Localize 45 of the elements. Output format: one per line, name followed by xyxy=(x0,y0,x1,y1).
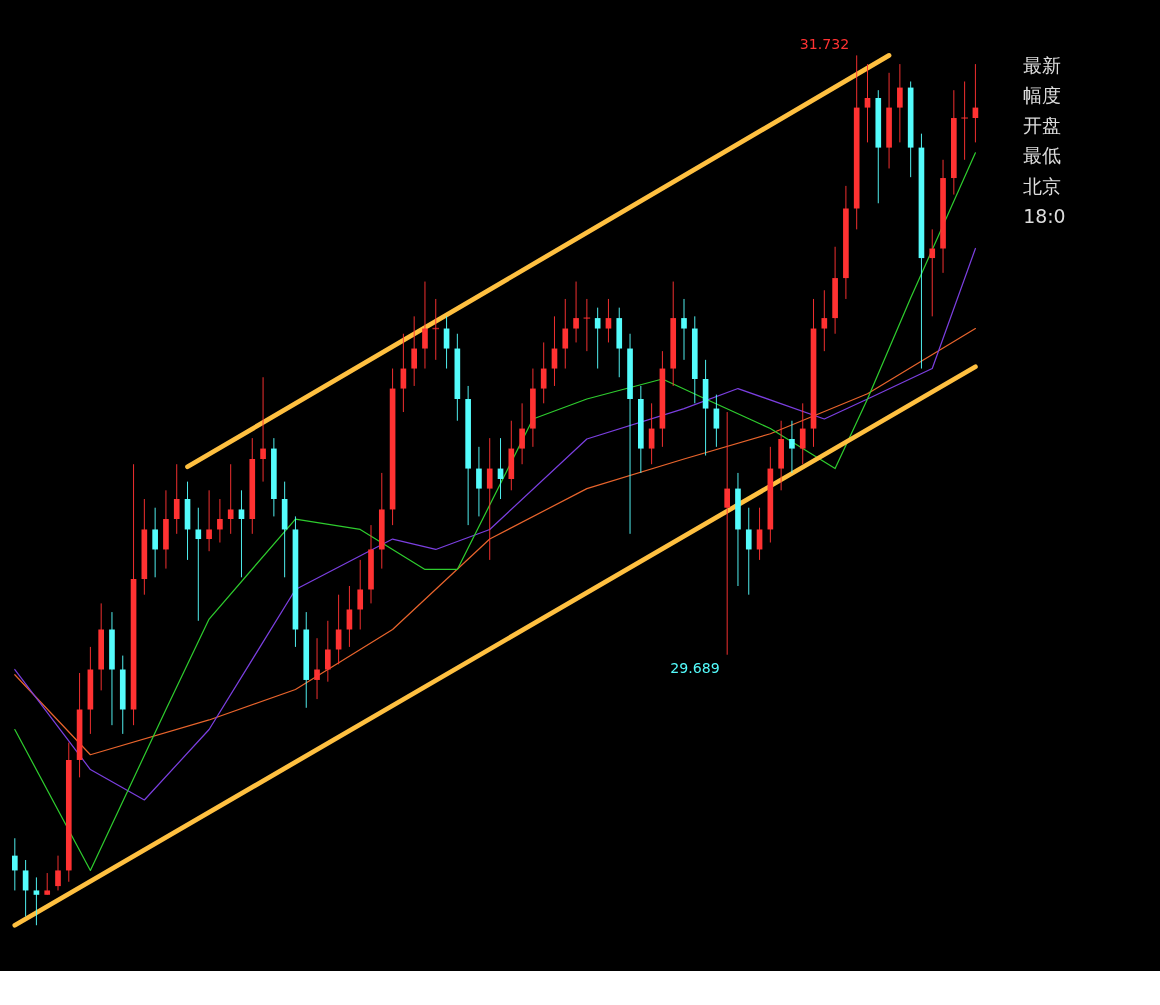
candlestick xyxy=(961,81,968,161)
text: 31.732 xyxy=(799,35,850,52)
candlestick xyxy=(357,559,364,630)
candlestick xyxy=(314,637,320,700)
candlestick xyxy=(217,498,223,543)
candlestick xyxy=(745,507,752,596)
candlestick xyxy=(33,876,40,926)
candlestick xyxy=(540,341,547,404)
candlestick xyxy=(411,315,417,387)
candlestick xyxy=(724,411,730,656)
candlestick xyxy=(605,298,612,343)
text: 幅度 xyxy=(1023,84,1062,107)
candlestick xyxy=(55,855,61,891)
annotation: 29.689 xyxy=(670,659,720,676)
candlestick xyxy=(929,228,936,317)
candlestick xyxy=(152,507,158,578)
candlestick xyxy=(206,489,212,552)
candlestick xyxy=(789,420,795,474)
candlestick xyxy=(573,281,579,343)
candlestick xyxy=(594,307,601,370)
candlestick xyxy=(897,63,903,143)
candlestick xyxy=(335,594,342,665)
text: 18:0 xyxy=(1023,204,1066,227)
candlestick xyxy=(422,281,428,370)
candlestick xyxy=(821,289,828,352)
candlestick xyxy=(44,872,51,896)
text: 最新 xyxy=(1023,53,1062,76)
candlestick xyxy=(562,298,569,370)
candlestick xyxy=(238,489,245,578)
candlestick xyxy=(681,298,687,361)
candlestick xyxy=(519,402,525,465)
candlestick xyxy=(227,463,234,535)
candlestick xyxy=(486,437,493,561)
candlestick xyxy=(799,402,806,465)
candlestick xyxy=(12,837,18,891)
candlestick xyxy=(195,507,202,622)
text: 开盘 xyxy=(1023,114,1062,137)
text: 最低 xyxy=(1023,144,1062,167)
candlestick xyxy=(583,298,591,352)
candlestick xyxy=(260,376,266,483)
candlestick xyxy=(173,463,180,535)
text: 北京 xyxy=(1023,174,1062,197)
candlestick xyxy=(476,446,482,517)
candlestick xyxy=(325,620,331,683)
candlestick xyxy=(864,63,871,143)
